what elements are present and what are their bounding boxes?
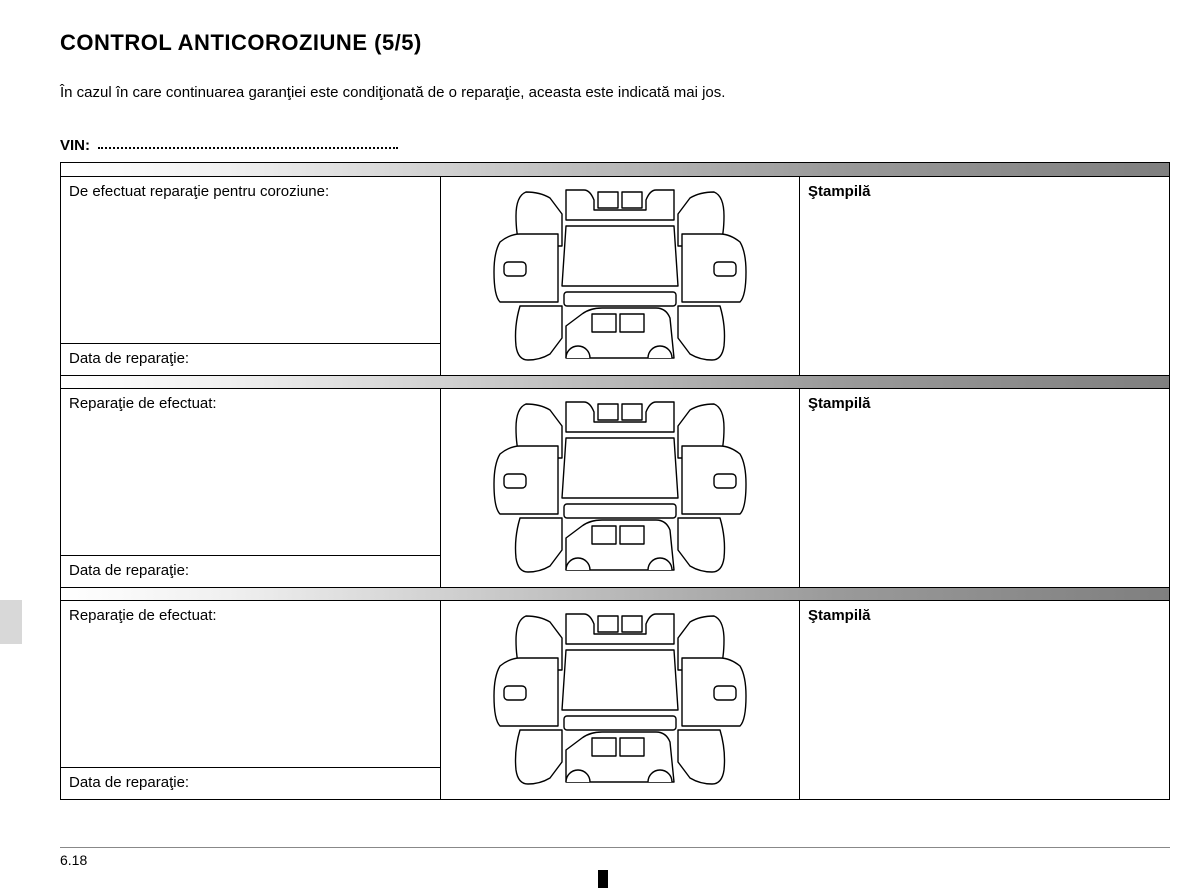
- title-main: CONTROL ANTICOROZIUNE: [60, 30, 368, 55]
- page-title: CONTROL ANTICOROZIUNE (5/5): [60, 30, 1170, 56]
- bottom-tab-mark: [598, 870, 608, 888]
- intro-text: În cazul în care continuarea garanţiei e…: [60, 84, 1170, 101]
- stamp-label: Ştampilă: [799, 601, 1169, 799]
- block-diagram-cell: [441, 601, 799, 799]
- repair-date-label: Data de reparaţie:: [61, 555, 440, 587]
- service-block: De efectuat reparaţie pentru coroziune: …: [61, 177, 1169, 375]
- block-left-col: Reparaţie de efectuat: Data de reparaţie…: [61, 389, 441, 587]
- car-body-diagram-icon: [470, 186, 770, 366]
- vin-row: VIN:: [60, 137, 1170, 154]
- repair-needed-label: De efectuat reparaţie pentru coroziune:: [61, 177, 440, 343]
- service-block: Reparaţie de efectuat: Data de reparaţie…: [61, 389, 1169, 587]
- block-left-col: Reparaţie de efectuat: Data de reparaţie…: [61, 601, 441, 799]
- page-number: 6.18: [60, 852, 87, 868]
- page: CONTROL ANTICOROZIUNE (5/5) În cazul în …: [0, 0, 1200, 888]
- repair-needed-label: Reparaţie de efectuat:: [61, 601, 440, 767]
- separator-bar: [61, 587, 1169, 601]
- separator-bar: [61, 163, 1169, 177]
- repair-date-label: Data de reparaţie:: [61, 343, 440, 375]
- stamp-label: Ştampilă: [799, 177, 1169, 375]
- car-body-diagram-icon: [470, 610, 770, 790]
- service-table: De efectuat reparaţie pentru coroziune: …: [60, 162, 1170, 800]
- vin-label: VIN:: [60, 137, 90, 154]
- block-left-col: De efectuat reparaţie pentru coroziune: …: [61, 177, 441, 375]
- repair-needed-label: Reparaţie de efectuat:: [61, 389, 440, 555]
- vin-dotted-line: [98, 147, 398, 149]
- repair-date-label: Data de reparaţie:: [61, 767, 440, 799]
- title-sub: (5/5): [374, 30, 422, 55]
- stamp-label: Ştampilă: [799, 389, 1169, 587]
- side-tab: [0, 600, 22, 644]
- service-block: Reparaţie de efectuat: Data de reparaţie…: [61, 601, 1169, 799]
- page-footer: 6.18: [60, 847, 1170, 868]
- block-diagram-cell: [441, 389, 799, 587]
- separator-bar: [61, 375, 1169, 389]
- car-body-diagram-icon: [470, 398, 770, 578]
- block-diagram-cell: [441, 177, 799, 375]
